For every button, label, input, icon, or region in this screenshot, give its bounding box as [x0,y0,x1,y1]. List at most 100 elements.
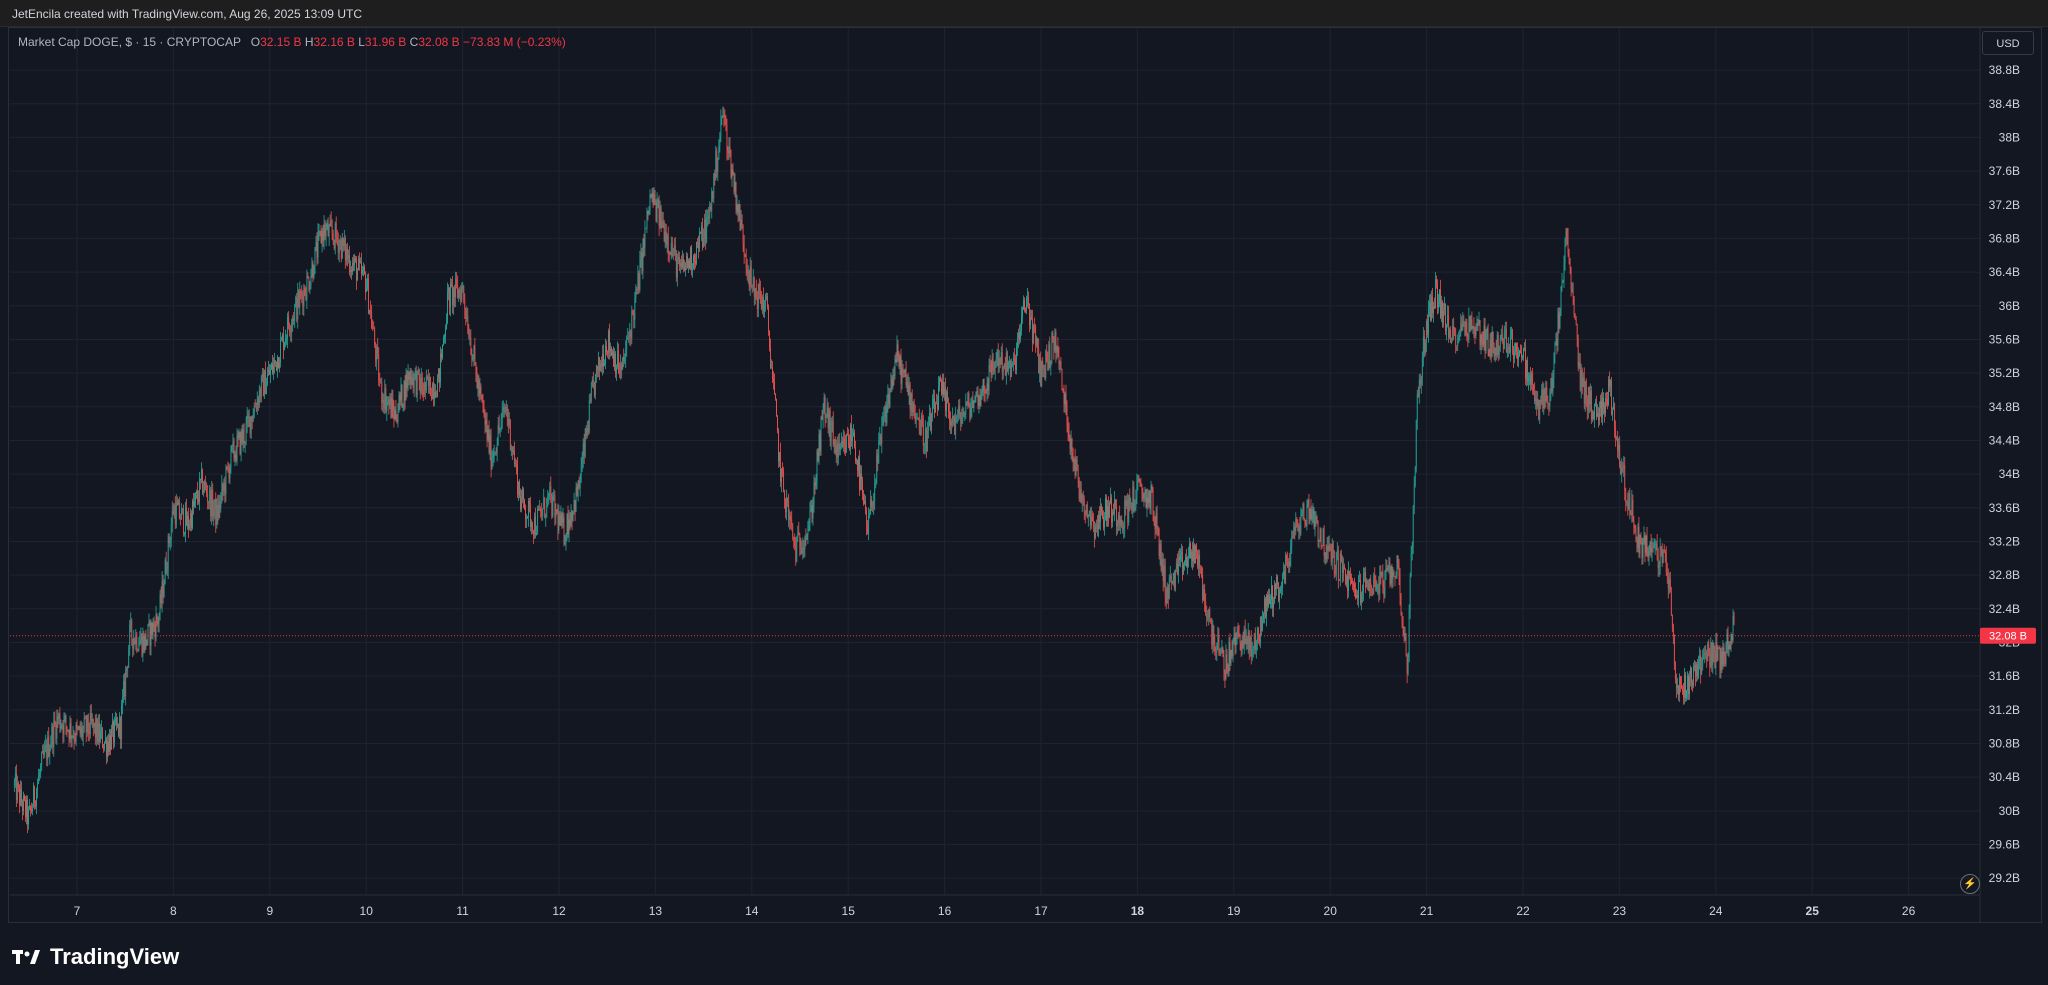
candle-body [968,393,970,407]
candle-body [1536,398,1538,407]
candle-body [1607,399,1608,405]
candle-body [17,782,19,787]
candle-body [388,400,390,405]
candle-body [1068,432,1070,437]
candle-body [736,204,738,211]
candle-body [1481,335,1483,341]
candle-body [1655,543,1657,545]
x-tick-label: 7 [74,904,81,918]
candle-body [1437,284,1438,308]
candle-body [1509,334,1511,353]
candle-body [1067,425,1069,433]
candle-body [1715,642,1717,669]
candle-body [369,310,371,314]
x-tick-label: 20 [1324,904,1338,918]
candle-body [1380,571,1382,576]
candle-body [939,377,940,386]
candle-body [1654,544,1656,548]
candle-body [843,438,845,445]
candle-body [627,336,629,338]
candle-body [922,424,924,446]
candle-body [528,501,529,517]
candle-body [1532,373,1534,385]
candle-body [1002,367,1004,372]
candle-body [1237,631,1239,633]
candle-body [734,182,736,192]
candle-body [541,512,543,517]
candle-body [216,504,218,525]
candle-body [250,416,252,434]
candle-body [858,457,859,471]
candle-body [876,454,878,483]
candle-body [716,151,718,172]
candle-body [418,369,420,382]
candle-body [1311,513,1313,520]
candle-body [1613,403,1615,410]
candle-body [623,357,625,362]
candle-body [575,487,577,512]
candle-body [679,262,681,267]
candle-body [1534,391,1536,402]
candle-body [177,500,179,506]
candle-body [545,516,547,518]
candle-body [837,442,839,458]
candle-body [853,432,854,437]
candle-body [1467,337,1469,339]
candle-body [428,377,430,386]
candle-body [155,614,157,638]
high-label: H [304,35,314,49]
candle-body [1330,549,1332,563]
candle-body [1264,598,1265,614]
candle-body [1730,634,1732,650]
candle-body [1085,504,1087,514]
candle-body [1165,596,1167,604]
y-tick-label: 36.8B [1989,231,2020,245]
candle-body [872,507,874,509]
candle-body [561,513,563,523]
candle-body [120,717,122,739]
candle-body [174,505,176,524]
candle-body [1305,523,1307,527]
candle-body [1064,393,1066,405]
candle-body [1382,571,1384,588]
candle-body [1135,498,1137,508]
symbol-name[interactable]: Market Cap DOGE, $ · 15 · CRYPTOCAP [18,35,241,49]
candle-body [306,276,308,300]
candle-body [819,433,821,451]
candle-body [660,207,662,228]
candle-body [580,466,582,482]
x-tick-label: 16 [938,904,952,918]
candle-body [401,384,403,408]
candle-body [204,481,206,491]
candle-body [1036,337,1038,346]
candle-body [182,508,184,534]
candle-body [656,202,658,221]
candle-body [134,638,136,644]
tradingview-logo[interactable]: TradingView [12,944,179,970]
currency-button[interactable]: USD [1982,31,2034,55]
candle-body [1229,642,1231,664]
candle-body [1147,497,1149,504]
candle-body [715,151,717,181]
candle-body [186,507,187,526]
candle-body [454,287,456,298]
candle-body [647,210,649,214]
candle-body [583,443,585,456]
candle-body [517,464,518,495]
candle-body [1297,523,1299,532]
candle-body [735,182,737,211]
candle-body [554,495,556,518]
candle-body [1127,499,1129,523]
bolt-icon[interactable]: ⚡ [1960,874,1980,894]
candle-body [1645,535,1647,553]
candle-body [1478,319,1480,324]
candle-body [1090,515,1092,526]
candle-body [1663,549,1665,551]
candle-body [111,728,112,750]
candle-body [392,398,394,410]
candle-body [792,525,794,538]
chart-frame[interactable] [8,27,2042,923]
candle-body [690,247,691,269]
candle-body [1683,690,1684,698]
